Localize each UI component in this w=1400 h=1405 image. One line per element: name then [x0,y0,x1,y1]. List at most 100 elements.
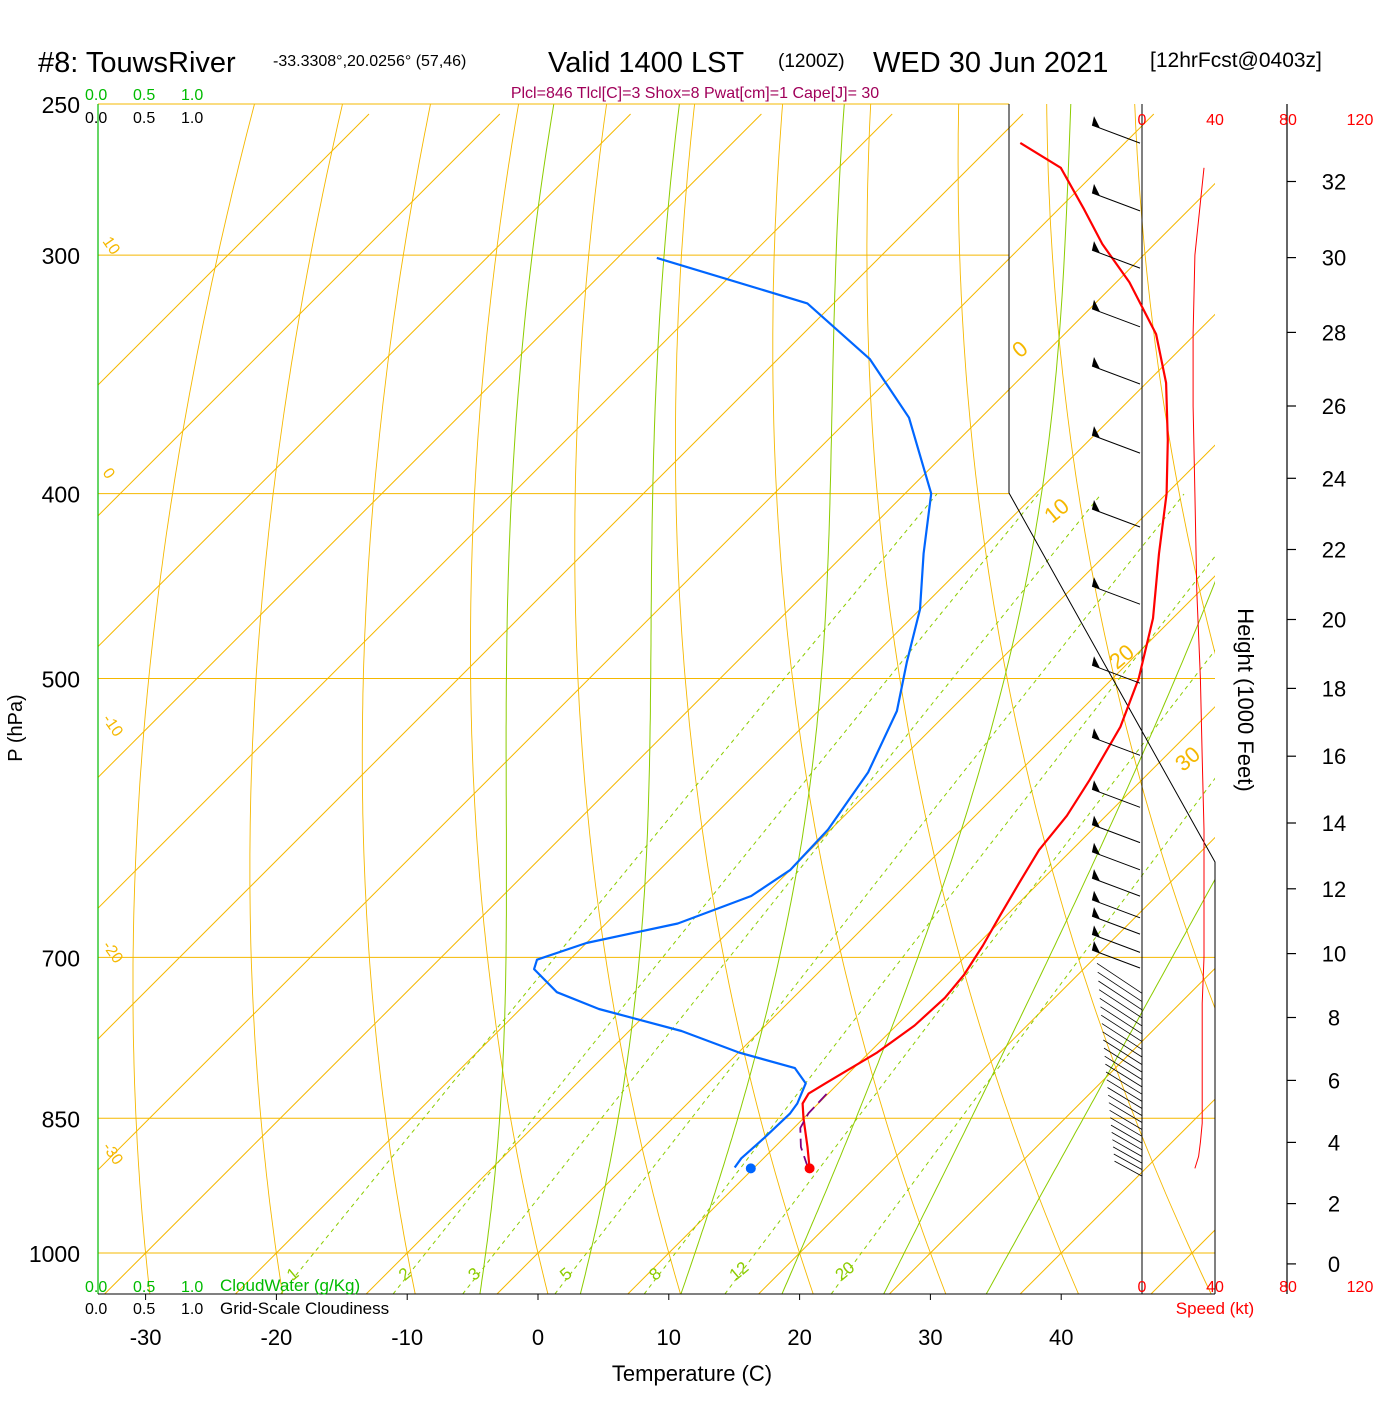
dry-adiabat-line [1135,104,1400,1294]
wind-barb-staff [1112,1140,1142,1157]
wind-barb-staff [1101,1015,1142,1041]
dry-adiabat-line [575,104,681,1294]
bottom-cw-tick: 1.0 [181,1279,203,1296]
height-tick-label: 10 [1322,942,1346,967]
dry-adiabat-label: -20 [99,938,126,967]
dry-adiabat-line [676,104,814,1294]
wind-barb-staff [1100,998,1142,1026]
top-cw-tick: 0.5 [133,87,155,104]
moist-adiabat-line [781,0,1079,1297]
mixing-ratio-line [281,494,937,1294]
mixing-ratio-label: 3 [464,1264,483,1285]
dry-adiabat-line [362,104,430,1294]
wind-barb-flag [1092,925,1100,937]
wind-speed-line [1193,168,1204,1169]
wind-barb-flag [1092,907,1100,919]
height-tick-label: 0 [1328,1252,1340,1277]
dry-adiabat-line [471,104,548,1294]
top-cw-tick: 1.0 [181,87,203,104]
speed-scale-bottom: 0 40 80 120 Speed (kt) [1138,1279,1374,1318]
mixing-ratio-label: 12 [726,1258,753,1285]
wind-barb-flag [1092,869,1100,881]
bottom-cl-label: Grid-Scale Cloudiness [220,1299,389,1318]
moist-adiabat-line [580,0,704,1297]
dry-adiabat-label: -30 [99,1140,126,1169]
mixing-ratio-line [644,494,1264,1294]
height-tick-label: 14 [1322,811,1346,836]
mixing-ratio-label: 5 [556,1264,575,1285]
bottom-cw-label: CloudWater (g/Kg) [220,1276,360,1295]
mixing-ratio-line [555,494,1184,1294]
mixing-ratio-label: 8 [645,1264,664,1285]
isotherm-line [0,114,631,1294]
isotherm-line [0,114,1154,1294]
wind-barb-staff [1092,193,1140,211]
isotherm-line [105,114,1285,1294]
wind-barb-staff [1092,789,1140,807]
pressure-tick-label: 500 [42,667,80,693]
pressure-tick-label: 1000 [29,1241,80,1267]
top-cloudwater-scale: 0.0 0.5 1.0 [85,87,203,104]
x-tick-label: -20 [261,1325,293,1350]
height-tick-label: 12 [1322,877,1346,902]
speed-bottom-tick: 120 [1347,1279,1374,1296]
speed-bottom-tick: 40 [1206,1279,1224,1296]
temperature-surface-marker [805,1163,815,1173]
height-tick-label: 16 [1322,744,1346,769]
bottom-cloudwater-scale: 0.0 0.5 1.0 CloudWater (g/Kg) [85,1276,360,1296]
height-tick-label: 24 [1322,466,1346,491]
bottom-cw-tick: 0.0 [85,1279,107,1296]
wind-barb-staff [1092,125,1140,143]
valid-date: WED 30 Jun 2021 [873,47,1108,79]
moist-adiabat-label: 20 [1104,639,1139,674]
moist-adiabat-line [479,0,585,1297]
wind-barb-staff [1092,586,1140,604]
wind-barb-staff [1092,435,1140,453]
wind-barb-staff [1092,916,1140,934]
mixing-ratio-line [463,494,1101,1294]
wind-barb-flag [1092,184,1100,196]
isotherm-line [0,114,1023,1294]
height-axis-label: Height (1000 Feet) [1233,608,1258,791]
wind-barb-staff [1098,972,1142,1001]
speed-bottom-tick: 80 [1279,1279,1297,1296]
wind-barb-staff [1092,900,1140,918]
x-tick-label: 40 [1049,1325,1073,1350]
wind-barb-flag [1092,728,1100,740]
wind-barb-staff [1092,309,1140,327]
moist-adiabat-label: 10 [1039,493,1074,528]
mixing-ratio-label: 20 [832,1258,859,1285]
wind-barb-flag [1092,357,1100,369]
dry-adiabat-line [250,104,343,1294]
wind-barb-flag [1092,656,1100,668]
top-cloudiness-scale: 0.0 0.5 1.0 [85,110,203,127]
wind-barb-staff [1092,250,1140,268]
sounding-series [534,143,1168,1174]
bottom-cl-tick: 0.0 [85,1301,107,1318]
wind-barb-staff [1114,1154,1142,1170]
dry-adiabat-line [1047,104,1344,1294]
speed-scale-top: 0 40 80 120 [1138,112,1374,129]
height-tick-label: 8 [1328,1006,1340,1031]
speed-top-tick: 40 [1206,112,1224,129]
station-title: #8: TouwsRiver [38,47,236,79]
wind-barb-flag [1092,780,1100,792]
valid-utc: (1200Z) [778,51,845,72]
speed-top-tick: 80 [1279,112,1297,129]
wind-barb-flag [1092,241,1100,253]
height-tick-label: 22 [1322,538,1346,563]
moist-adiabat-line [680,0,860,1297]
height-tick-label: 18 [1322,676,1346,701]
mixing-ratio-line [393,494,1038,1294]
wind-barb-flag [1092,843,1100,855]
wind-barb-staff [1098,981,1142,1010]
top-cl-tick: 0.0 [85,110,107,127]
wind-barb-flag [1092,891,1100,903]
stability-indices: Plcl=846 Tlcl[C]=3 Shox=8 Pwat[cm]=1 Cap… [511,85,879,102]
mixing-ratio-line [831,494,1400,1294]
height-tick-label: 32 [1322,170,1346,195]
isotherm-line [235,114,1400,1294]
